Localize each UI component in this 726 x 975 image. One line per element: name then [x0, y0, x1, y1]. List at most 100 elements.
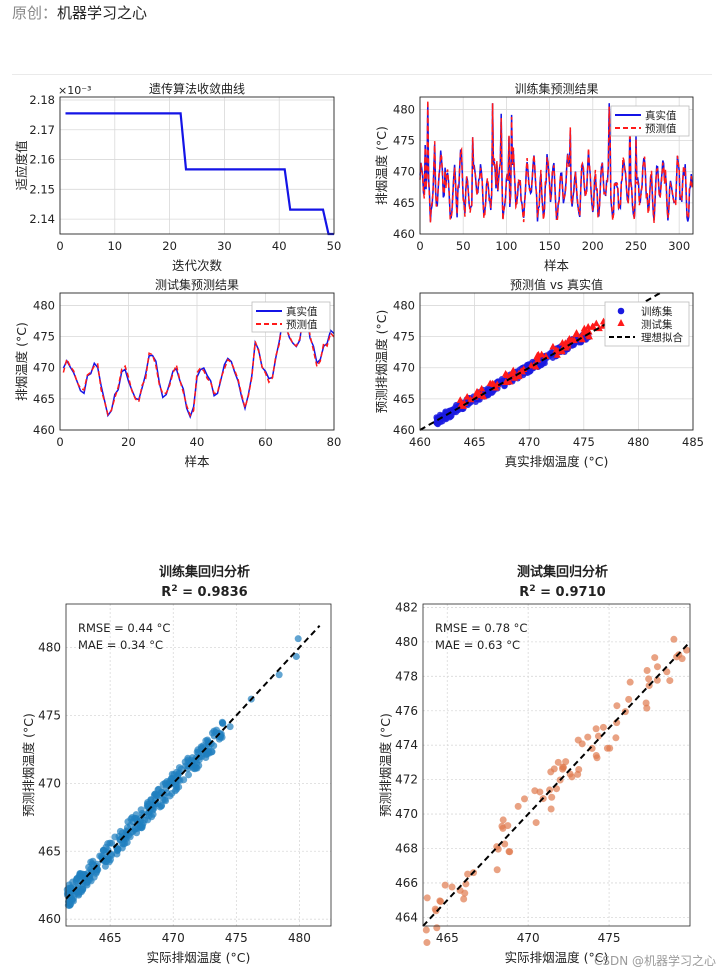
train-xtick-label: 0 [416, 239, 423, 253]
reg_train-point [192, 764, 200, 772]
csdn-watermark: CSDN @机器学习之心 [593, 954, 716, 968]
reg_train-point [166, 792, 174, 800]
reg_test-ytick-label: 476 [395, 704, 418, 718]
reg_test-r2-label: R [519, 585, 529, 600]
train-xtick-label: 50 [456, 239, 471, 253]
ga-xtick-label: 0 [56, 239, 63, 253]
reg_train-r2-label: R [161, 585, 171, 600]
reg_train-ytick-label: 480 [38, 640, 61, 654]
ga-axes-frame [59, 96, 335, 235]
reg_test-xtick-label: 475 [598, 931, 621, 945]
reg_train-point [168, 775, 176, 783]
reg_train-point [65, 898, 73, 906]
pvt-test-point [585, 332, 593, 340]
reg_test-rmse: RMSE = 0.78 °C [435, 621, 527, 635]
reg_train-point [162, 797, 170, 805]
reg_train-xlabel: 实际排烟温度 (°C) [147, 950, 251, 965]
pvt-ylabel: 预测排烟温度 (°C) [374, 310, 389, 414]
reg_test-point [599, 723, 607, 731]
reg_test-point [626, 678, 634, 686]
train-ytick-label: 465 [393, 196, 415, 210]
pvt-ytick-label: 460 [393, 423, 415, 437]
train-xlabel: 样本 [544, 258, 570, 273]
reg_test-point [653, 676, 661, 684]
reg_train-point [159, 780, 167, 788]
reg_test-point [592, 725, 600, 733]
reg_test-ytick-label: 482 [395, 600, 418, 614]
test-legend-true: 真实值 [286, 305, 318, 318]
train-legend-true: 真实值 [645, 109, 677, 122]
reg_train-point [292, 652, 300, 660]
pvt-test-point [565, 334, 573, 342]
reg_test-ytick-label: 472 [395, 773, 418, 787]
reg_test-r2-value: = 0.9710 [536, 585, 606, 600]
reg_test-xtick-label: 470 [517, 931, 540, 945]
train-legend-pred: 预测值 [645, 122, 677, 135]
pvt-test-point [488, 379, 496, 387]
train-xtick-label: 250 [625, 239, 647, 253]
reg_test-point [560, 763, 568, 771]
reg_test-xtick-label: 465 [436, 931, 459, 945]
reg_train-ytick-label: 465 [38, 844, 61, 858]
pvt-ytick-label: 475 [393, 330, 415, 344]
pvt-legend-train-swatch [617, 307, 625, 315]
reg_train-point [89, 857, 97, 865]
train-pred-line [419, 100, 693, 223]
reg_train-r2-value: = 0.9836 [178, 585, 248, 600]
ga-title: 遗传算法收敛曲线 [149, 81, 245, 96]
reg_test-point [592, 752, 600, 760]
test-ytick-label: 480 [33, 298, 55, 312]
reg_train-axes-frame [65, 603, 332, 927]
pvt-title: 预测值 vs 真实值 [510, 277, 603, 292]
reg_train-point [294, 635, 302, 643]
ga-xlabel: 迭代次数 [172, 258, 223, 273]
test-ylabel: 排烟温度 (°C) [14, 322, 29, 401]
pvt-test-point [542, 352, 550, 359]
ga-fitness-line [65, 112, 334, 236]
train-title: 训练集预测结果 [514, 81, 598, 96]
pvt-test-point [505, 377, 514, 385]
reg_test-point [520, 795, 528, 803]
reg_test-point [493, 866, 501, 874]
pvt-legend-ideal: 理想拟合 [641, 331, 683, 344]
reg_test-point [433, 924, 441, 932]
reg_train-r2-sup: 2 [171, 584, 177, 594]
pvt-legend-test: 测试集 [641, 318, 673, 331]
pvt-test-point [580, 324, 588, 332]
reg_train-point [185, 771, 193, 779]
reg_train-point [219, 719, 227, 727]
reg_test-point [436, 897, 444, 905]
reg_train-point [90, 873, 98, 881]
reg_test-ytick-label: 470 [395, 807, 418, 821]
ga-plot-bg [60, 97, 334, 234]
reg_train-point [212, 726, 220, 734]
reg_test-point [651, 654, 659, 662]
test-legend-pred: 预测值 [286, 318, 318, 331]
pvt-test-point [509, 369, 517, 376]
reg_train-point [79, 884, 87, 892]
test-ytick-label: 460 [33, 423, 55, 437]
reg_test-ytick-label: 468 [395, 842, 418, 856]
reg_train-xtick-label: 480 [288, 931, 311, 945]
pvt-train-point [472, 398, 479, 405]
test-ytick-label: 465 [33, 392, 55, 406]
train-legend-box [610, 105, 690, 137]
reg_train-point [136, 822, 144, 830]
reg_test-point [562, 758, 570, 766]
test-pred-line [62, 307, 335, 417]
test-axes-frame [59, 292, 335, 431]
reg_test-point [547, 805, 555, 813]
train-ylabel: 排烟温度 (°C) [374, 126, 389, 205]
reg_test-point [448, 883, 456, 891]
test-xlabel: 样本 [184, 454, 210, 469]
ga-ytick-label: 2.17 [29, 123, 55, 137]
reg_test-point [460, 895, 468, 903]
reg_train-fit-line [65, 625, 321, 900]
reg_test-point [504, 822, 512, 830]
pvt-legend-train: 训练集 [641, 305, 673, 318]
reg_test-point [603, 744, 611, 752]
ga-xtick-label: 50 [327, 239, 342, 253]
train-axes-frame [419, 96, 694, 235]
ga-exponent-label: ×10⁻³ [58, 84, 91, 97]
reg_test-ytick-label: 478 [395, 669, 418, 683]
